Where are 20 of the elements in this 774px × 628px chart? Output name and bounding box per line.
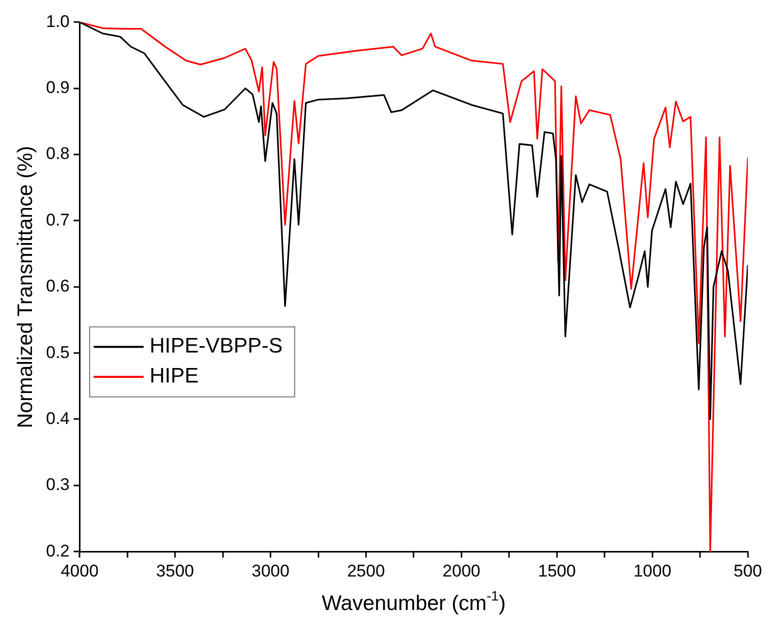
y-tick-label: 0.2	[46, 541, 70, 560]
y-tick-label: 0.9	[46, 78, 70, 98]
y-tick-label: 0.4	[46, 408, 70, 428]
x-tick-label: 500	[734, 561, 762, 580]
y-tick-label: 0.3	[46, 475, 70, 494]
y-tick-label: 0.6	[46, 276, 70, 296]
legend-label: HIPE	[150, 364, 199, 388]
x-tick-label: 2500	[347, 561, 385, 580]
x-tick-label: 2000	[442, 561, 480, 580]
y-tick-label: 0.8	[46, 144, 70, 164]
x-tick-label: 1000	[633, 561, 672, 580]
y-tick-label: 0.5	[46, 342, 70, 362]
x-tick-label: 4000	[60, 561, 99, 580]
x-tick-label: 3500	[156, 561, 194, 580]
y-tick-label: 0.7	[46, 210, 70, 230]
x-tick-label: 3000	[252, 561, 290, 580]
legend-label: HIPE-VBPP-S	[150, 334, 283, 358]
y-tick-label: 1.0	[46, 12, 70, 31]
y-axis-title: Normalized Transmittance (%)	[14, 146, 37, 428]
x-tick-label: 1500	[538, 561, 576, 580]
